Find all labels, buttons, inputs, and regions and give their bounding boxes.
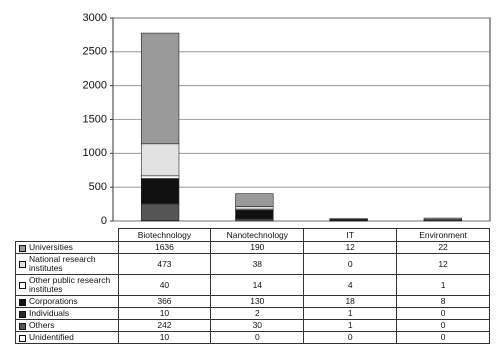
table-value: 4 [303,274,398,296]
y-tick-label: 2000 [83,80,107,92]
legend-swatch [19,334,26,342]
bar-segment [235,209,274,220]
table-value: 0 [396,319,490,332]
table-value: 38 [210,253,305,275]
y-tick-label: 3000 [83,12,107,24]
table-value: 0 [210,331,305,344]
data-table: Biotechnology Nanotechnology IT Environment… [15,228,490,344]
y-tick-label: 1000 [83,147,107,159]
bar-segment [235,193,274,207]
y-tick-label: 1500 [83,113,107,125]
table-value: 0 [396,331,490,344]
table-value: 12 [396,253,490,275]
table-value: 473 [117,253,212,275]
bar-segment [140,175,180,179]
legend-text: Corporations [29,296,78,306]
table-value: 0 [303,331,398,344]
table-value: 14 [210,274,305,296]
series-label: Unidentified [15,331,119,344]
table-corner [15,228,119,242]
series-label: National research institutes [15,253,119,275]
series-label: Individuals [15,307,119,320]
bar-segment [140,143,180,177]
legend-swatch [19,244,26,252]
table-value: 1 [396,274,490,296]
series-label: Universities [15,241,119,254]
table-value: 242 [117,319,212,332]
legend-swatch [19,322,26,330]
table-value: 190 [210,241,305,254]
table-value: 18 [303,295,398,308]
legend-swatch [19,298,26,306]
table-value: 40 [117,274,212,296]
table-value: 30 [210,319,305,332]
y-tick-label: 0 [101,215,107,227]
bar-segment [140,32,180,145]
legend-text: Universities [29,242,73,252]
table-row: Individuals 10 2 1 0 [15,307,490,320]
legend-text: National research institutes [29,254,96,273]
table-value: 0 [303,253,398,275]
category-label: IT [303,228,398,242]
bar-segment [423,217,463,220]
table-value: 130 [210,295,305,308]
table-value: 8 [396,295,490,308]
category-label: Nanotechnology [210,228,305,242]
legend-swatch [19,261,26,268]
bar-segment [140,203,180,221]
table-value: 10 [117,331,212,344]
category-label: Environment [396,228,490,242]
y-tick-label: 500 [89,181,107,193]
table-value: 1 [303,307,398,320]
table-row: Universities 1636 190 12 22 [15,241,490,254]
table-value: 2 [210,307,305,320]
table-value: 366 [117,295,212,308]
y-tick-label: 2500 [83,46,107,58]
series-label: Corporations [15,295,119,308]
table-row: Unidentified 10 0 0 0 [15,331,490,344]
table-row: Others 242 30 1 0 [15,319,490,332]
legend-text: Unidentified [29,332,74,342]
legend-swatch [19,310,26,318]
table-value: 10 [117,307,212,320]
table-header-row: Biotechnology Nanotechnology IT Environment [15,228,490,242]
table-row: Other public research institutes 40 14 4 1 [15,274,490,296]
table-value: 0 [396,307,490,320]
legend-swatch [19,282,26,289]
table-row: National research institutes 473 38 0 12 [15,253,490,275]
table-value: 22 [396,241,490,254]
bar-segment [329,218,368,220]
series-label: Others [15,319,119,332]
table-row: Corporations 366 130 18 8 [15,295,490,308]
legend-text: Other public research institutes [29,275,111,294]
legend-text: Individuals [29,308,70,318]
bar-segment [235,218,274,222]
table-value: 1 [303,319,398,332]
category-label: Biotechnology [117,228,212,242]
table-value: 1636 [117,241,212,254]
bar-segment [235,206,274,210]
table-value: 12 [303,241,398,254]
bar-segment [140,178,180,204]
series-label: Other public research institutes [15,274,119,296]
legend-text: Others [29,320,55,330]
